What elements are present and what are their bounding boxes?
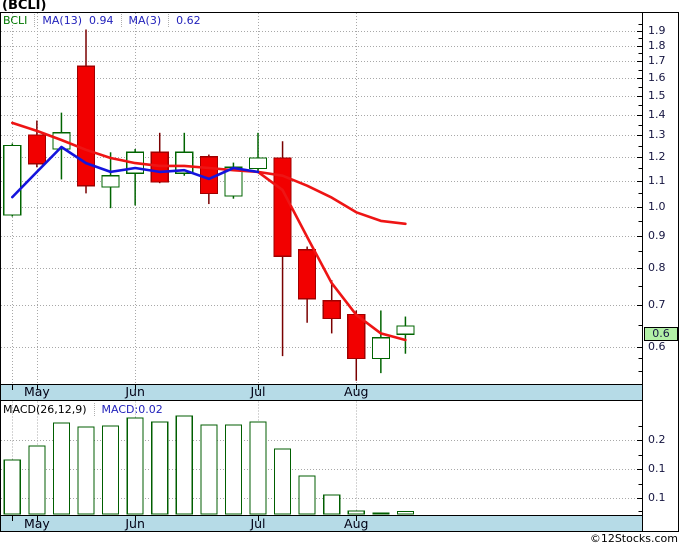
macd-bar <box>347 510 365 515</box>
candle <box>248 132 268 173</box>
macd-legend: MACD(26,12,9) MACD:0.02 <box>3 403 170 416</box>
month-label: Jul <box>250 384 266 399</box>
panel-borders <box>0 12 679 532</box>
month-label: Jul <box>250 516 266 531</box>
candle <box>347 310 366 381</box>
gridlines <box>1 13 643 515</box>
macd-bar <box>101 425 120 515</box>
macd-bar <box>3 459 21 515</box>
candle <box>3 143 22 217</box>
price-axis-label: 1.5 <box>648 89 666 102</box>
candle <box>371 310 390 374</box>
price-legend: BCLI MA(13) 0.94 MA(3) 0.62 <box>3 14 208 27</box>
ma3-line-blue-segment <box>11 145 260 199</box>
candle <box>150 132 169 184</box>
price-axis-label: 1.7 <box>648 54 666 67</box>
candle <box>175 132 194 176</box>
month-strips <box>1 385 642 531</box>
candle <box>126 148 145 206</box>
macd-axis-label: 0.2 <box>648 433 666 446</box>
month-label: Jun <box>125 384 145 399</box>
price-axis-label: 0.9 <box>648 229 666 242</box>
candle <box>76 29 96 194</box>
price-axis-label: 0.6 <box>648 340 666 353</box>
ma3-line-red-segment <box>256 170 407 342</box>
price-axis-label: 1.9 <box>648 24 666 37</box>
macd-bar <box>273 448 292 515</box>
macd-bar <box>298 475 316 515</box>
candle <box>27 120 46 168</box>
candle <box>273 141 292 357</box>
page-title: (BCLI) <box>2 0 47 13</box>
macd-bar <box>323 494 341 515</box>
candle <box>396 316 415 354</box>
macd-bar <box>249 421 267 515</box>
candle <box>298 246 317 323</box>
macd-bar <box>396 511 415 515</box>
month-label: May <box>23 516 50 531</box>
price-axis-label: 0.8 <box>648 261 666 274</box>
macd-bar <box>77 426 95 515</box>
macd-bar <box>175 415 193 515</box>
ma3-label: MA(3) <box>120 14 161 27</box>
ma13-value: 0.94 <box>89 14 114 27</box>
month-label: May <box>23 384 50 399</box>
price-axis-label: 0.7 <box>648 298 666 311</box>
ma3-value: 0.62 <box>168 14 201 27</box>
symbol-label: BCLI <box>3 14 28 27</box>
macd-axis-label: 0.1 <box>648 491 666 504</box>
price-axis-label: 1.6 <box>648 71 666 84</box>
macd-bar <box>151 421 169 515</box>
macd-bar <box>126 417 144 515</box>
price-axis-label: 1.2 <box>648 150 666 163</box>
axis-ticks <box>637 24 642 512</box>
candle <box>101 152 120 209</box>
ma13-line <box>11 121 407 226</box>
price-axis-label: 1.0 <box>648 200 666 213</box>
price-axis-label: 1.1 <box>648 174 666 187</box>
price-axis-label: 1.3 <box>648 128 666 141</box>
price-axis-label: 1.4 <box>648 108 666 121</box>
macd-indicator-label: MACD(26,12,9) <box>3 403 87 416</box>
macd-bar <box>28 445 46 515</box>
current-price-tag: 0.6 <box>644 327 678 341</box>
price-axis-label: 1.8 <box>648 39 666 52</box>
macd-histogram <box>3 415 415 515</box>
macd-bar <box>52 422 71 515</box>
macd-bar <box>224 424 243 515</box>
month-label: Jun <box>125 516 145 531</box>
candle <box>322 280 341 334</box>
macd-axis-label: 0.1 <box>648 462 666 475</box>
macd-current-value: MACD:0.02 <box>93 403 163 416</box>
ma13-label: MA(13) <box>34 14 82 27</box>
macd-bar <box>372 512 390 515</box>
month-label: Aug <box>344 516 369 531</box>
watermark-credit: ©12Stocks.com <box>589 532 678 545</box>
candles-group <box>3 29 415 381</box>
macd-bar <box>200 424 218 515</box>
month-label: Aug <box>344 384 369 399</box>
